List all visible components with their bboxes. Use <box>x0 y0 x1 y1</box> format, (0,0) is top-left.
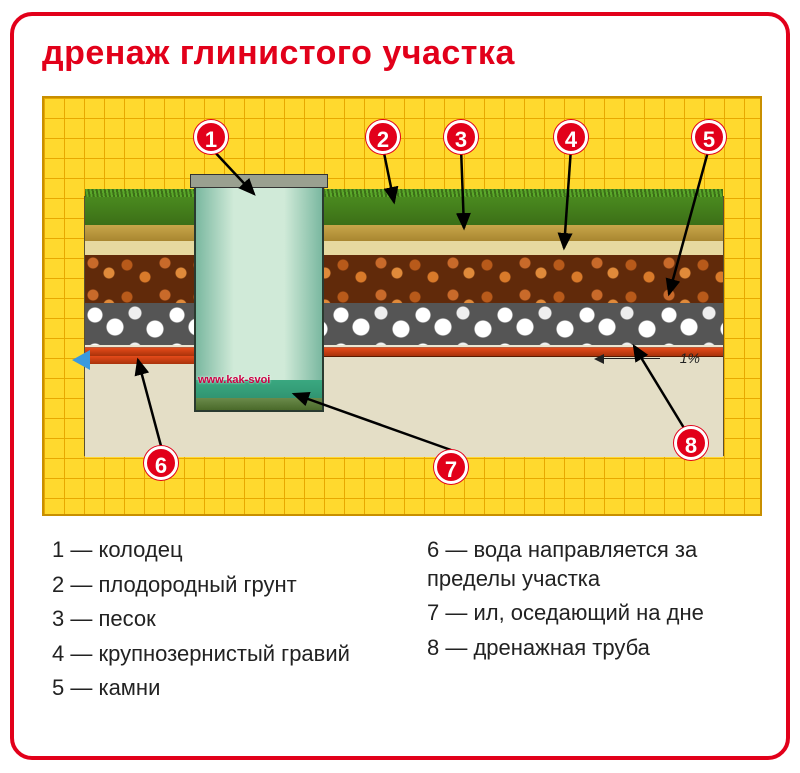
badge-3: 3 <box>444 120 478 154</box>
card-frame: дренаж глинистого участка www.kak-svoi 1… <box>10 12 790 760</box>
badge-4: 4 <box>554 120 588 154</box>
badge-5: 5 <box>692 120 726 154</box>
well-rim <box>190 174 328 188</box>
legend-item: 8 — дренажная труба <box>427 634 762 663</box>
layer-clay <box>85 357 723 457</box>
yellow-panel: www.kak-svoi 1% 1 2 3 4 5 6 7 8 <box>42 96 762 516</box>
legend: 1 — колодец 2 — плодородный грунт 3 — песо… <box>52 536 762 709</box>
legend-col-right: 6 — вода направляется за пределы участка… <box>427 536 762 709</box>
legend-col-left: 1 — колодец 2 — плодородный грунт 3 — песо… <box>52 536 387 709</box>
legend-item: 3 — песок <box>52 605 387 634</box>
layer-grass <box>85 197 723 225</box>
legend-item: 2 — плодородный грунт <box>52 571 387 600</box>
badge-8: 8 <box>674 426 708 460</box>
outflow-pipe <box>84 356 194 364</box>
badge-1: 1 <box>194 120 228 154</box>
legend-item: 6 — вода направляется за пределы участка <box>427 536 762 593</box>
soil-cross-section <box>84 196 724 456</box>
badge-6: 6 <box>144 446 178 480</box>
watermark: www.kak-svoi <box>198 374 270 386</box>
legend-item: 4 — крупнозернистый гравий <box>52 640 387 669</box>
badge-2: 2 <box>366 120 400 154</box>
layer-sand <box>85 241 723 255</box>
slope-label: 1% <box>680 350 700 366</box>
well-silt <box>196 398 322 410</box>
legend-item: 5 — камни <box>52 674 387 703</box>
legend-item: 1 — колодец <box>52 536 387 565</box>
badge-7: 7 <box>434 450 468 484</box>
layer-stones <box>85 303 723 345</box>
flow-arrow-icon <box>72 350 90 370</box>
layer-gravel <box>85 255 723 303</box>
diagram-title: дренаж глинистого участка <box>42 34 515 73</box>
layer-topsoil <box>85 225 723 241</box>
legend-item: 7 — ил, оседающий на дне <box>427 599 762 628</box>
